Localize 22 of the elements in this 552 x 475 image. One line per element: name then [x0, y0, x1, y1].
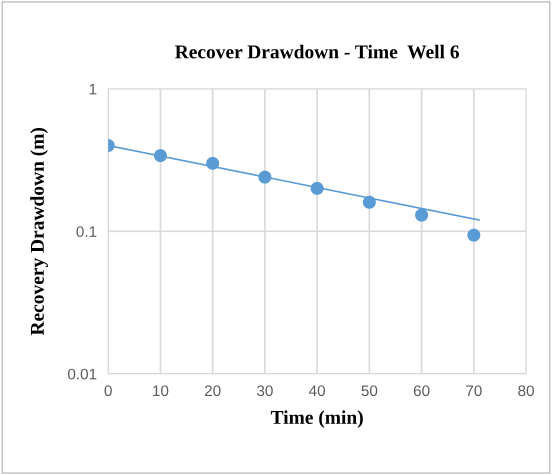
x-axis-title: Time (min) — [270, 410, 363, 428]
y-tick-label: 0.01 — [68, 368, 96, 380]
point — [415, 208, 428, 222]
x-tick-label: 20 — [204, 385, 221, 396]
x-tick-label: 10 — [153, 385, 168, 396]
point — [206, 156, 220, 170]
point — [258, 170, 272, 184]
x-tick-label: 30 — [256, 385, 273, 396]
y-tick-label: 0.1 — [76, 226, 96, 238]
point — [154, 149, 167, 162]
x-tick-label: 70 — [466, 385, 482, 396]
point — [467, 228, 480, 242]
chart-title: Recover Drawdown - Time Well 6 — [175, 44, 459, 59]
point — [310, 182, 324, 195]
x-tick-label: 0 — [104, 385, 112, 396]
x-tick-label: 50 — [361, 385, 378, 396]
point — [362, 196, 376, 209]
x-tick-label: 40 — [308, 385, 326, 396]
x-tick-label: 60 — [414, 385, 430, 396]
y-axis-title: Recovery Drawdown (m) — [30, 128, 48, 336]
x-tick-label: 80 — [518, 385, 534, 396]
y-tick-label: 1 — [90, 84, 96, 94]
